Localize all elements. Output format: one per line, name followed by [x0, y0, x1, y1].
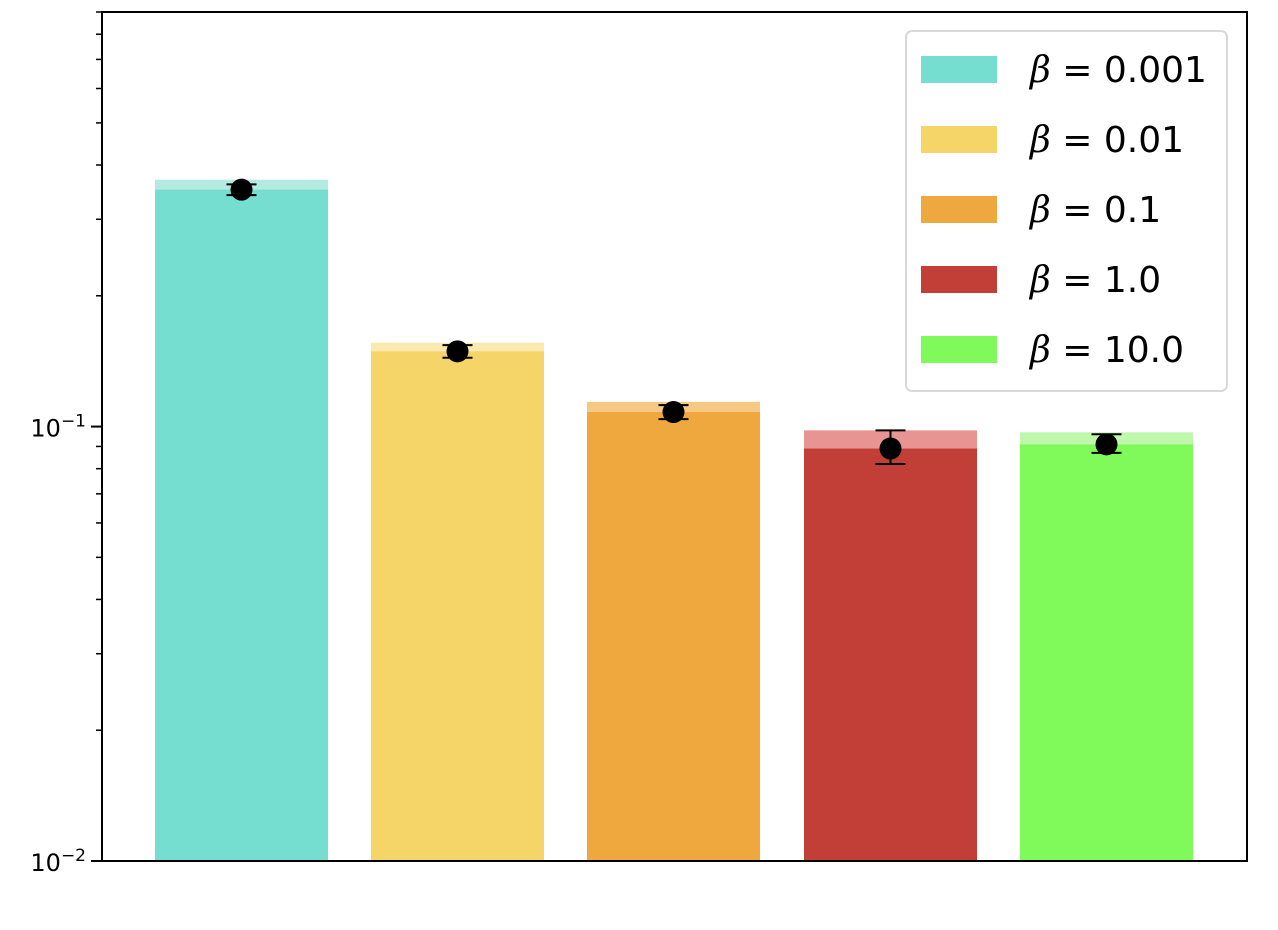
y-tick-exponent: −1 [61, 412, 86, 432]
legend-label: β = 1.0 [1028, 260, 1161, 301]
legend-swatch [921, 266, 997, 293]
legend-value: = 0.1 [1051, 190, 1161, 231]
bar [587, 412, 760, 861]
legend-label: β = 10.0 [1028, 330, 1184, 371]
legend-swatch [921, 196, 997, 223]
y-tick-base: 10 [30, 415, 61, 443]
legend-beta-symbol: β [1028, 120, 1051, 161]
legend-label: β = 0.01 [1028, 120, 1184, 161]
legend-beta-symbol: β [1028, 190, 1051, 231]
legend-value: = 0.01 [1051, 120, 1184, 161]
legend-value: = 10.0 [1051, 330, 1184, 371]
legend-label: β = 0.001 [1028, 50, 1207, 91]
y-tick-label: 10−2 [30, 846, 86, 877]
legend-value: = 1.0 [1051, 260, 1161, 301]
y-tick-base: 10 [30, 849, 61, 877]
mean-marker [230, 178, 253, 201]
bar [155, 189, 328, 861]
mean-marker [446, 340, 469, 363]
legend-swatch [921, 56, 997, 83]
y-major-ticks: 10−110−2 [30, 412, 102, 877]
legend-beta-symbol: β [1028, 330, 1051, 371]
legend-frame [905, 30, 1228, 392]
bar [804, 448, 977, 861]
plot-frame [101, 11, 1248, 862]
legend-swatch [921, 126, 997, 153]
bars [155, 179, 1193, 862]
legend-beta-symbol: β [1028, 260, 1051, 301]
bar [1020, 444, 1193, 861]
error-bars [226, 178, 1122, 466]
mean-marker [1095, 433, 1118, 456]
y-tick-exponent: −2 [61, 846, 86, 866]
mean-marker [662, 401, 685, 424]
mean-marker [879, 437, 902, 460]
legend-value: = 0.001 [1051, 50, 1207, 91]
legend-swatch [921, 336, 997, 363]
legend-label: β = 0.1 [1028, 190, 1161, 231]
y-tick-label: 10−1 [30, 412, 86, 443]
legend-beta-symbol: β [1028, 50, 1051, 91]
bar [371, 351, 544, 861]
